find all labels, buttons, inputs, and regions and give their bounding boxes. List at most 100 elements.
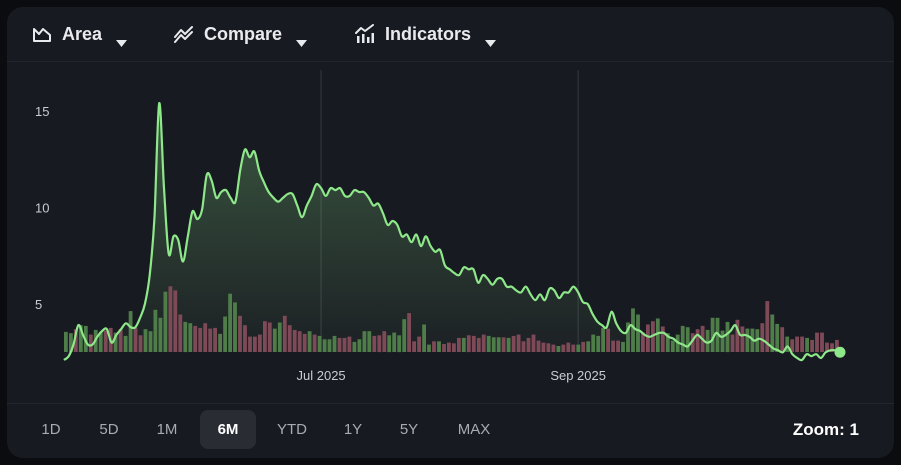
volume-bar [307, 331, 312, 352]
volume-bar [143, 329, 148, 352]
volume-bar [457, 337, 461, 352]
volume-bar [705, 329, 710, 352]
volume-bar [118, 329, 123, 352]
volume-bar [491, 337, 496, 352]
volume-bar [243, 325, 247, 352]
volume-bar [88, 334, 93, 352]
range-1y-button[interactable]: 1Y [343, 421, 363, 438]
volume-bar [73, 329, 78, 352]
volume-bar [566, 342, 571, 352]
volume-bar [193, 325, 198, 352]
volume-bar [287, 325, 292, 352]
volume-bar [198, 327, 203, 352]
volume-bar [765, 301, 770, 352]
volume-bar [123, 335, 128, 352]
volume-bar [233, 302, 237, 352]
volume-bar [372, 335, 377, 352]
chart-type-button[interactable]: Area [32, 20, 128, 48]
volume-bar [347, 336, 352, 352]
volume-bar [392, 332, 397, 352]
volume-bar [272, 328, 277, 352]
price-line [63, 102, 841, 362]
volume-bar [506, 337, 511, 352]
volume-bar [486, 335, 491, 352]
volume-bar [710, 317, 715, 352]
volume-bar [725, 321, 730, 353]
volume-bar [277, 322, 282, 352]
volume-bar [282, 315, 287, 352]
volume-bar [626, 322, 630, 352]
volume-bar [397, 335, 402, 353]
volume-bar [218, 333, 222, 352]
volume-bar [690, 333, 695, 352]
volume-bar [98, 331, 103, 352]
volume-bar [665, 333, 670, 352]
x-tick-label: Jul 2025 [297, 368, 346, 383]
volume-bar [481, 334, 486, 352]
compare-lines-icon [174, 24, 194, 44]
range-ytd-button[interactable]: YTD [277, 421, 307, 438]
volume-bar [113, 332, 118, 352]
y-tick-label: 15 [35, 104, 49, 119]
volume-bar [327, 339, 332, 352]
volume-bar [69, 333, 73, 352]
x-tick-label: Sep 2025 [550, 368, 606, 383]
volume-bar [606, 328, 610, 352]
volume-bar [352, 341, 357, 352]
volume-bar [526, 337, 531, 352]
volume-bar [820, 332, 824, 352]
volume-bar [382, 331, 387, 352]
range-5y-button[interactable]: 5Y [399, 421, 419, 438]
y-tick-label: 10 [35, 201, 49, 216]
volume-bar [253, 336, 257, 352]
volume-bar [556, 346, 561, 352]
range-1m-button[interactable]: 1M [156, 421, 178, 438]
range-1d-button[interactable]: 1D [41, 421, 61, 438]
volume-bar [168, 286, 173, 352]
area-chart-icon [32, 24, 52, 44]
volume-bar [621, 341, 625, 352]
volume-bar [516, 334, 521, 352]
volume-bar [715, 317, 720, 352]
volume-bar [601, 327, 605, 352]
last-price-marker[interactable] [834, 346, 846, 358]
volume-bar [586, 341, 591, 352]
volume-bar [835, 339, 839, 352]
volume-bar [730, 334, 735, 352]
volume-bar [133, 327, 138, 352]
volume-bar [805, 337, 809, 352]
volume-bar [800, 336, 804, 352]
volume-bar [521, 341, 526, 352]
volume-bar [810, 339, 814, 352]
price-chart[interactable]: 5 10 15 Jul 2025 Sep 2025 [7, 62, 894, 402]
volume-bar [78, 325, 83, 352]
volume-bar [387, 335, 392, 353]
volume-bar [402, 319, 407, 352]
volume-bar [581, 341, 586, 352]
volume-bar [178, 314, 183, 352]
volume-bar [238, 315, 242, 352]
volume-bar [496, 337, 501, 352]
volume-bar [158, 317, 163, 352]
chart-toolbar: Area Compare Indicators [7, 7, 894, 62]
volume-bar [213, 327, 217, 352]
volume-bar [815, 332, 819, 352]
compare-button[interactable]: Compare [174, 20, 308, 48]
volume-bar [685, 327, 690, 352]
range-6m-button[interactable]: 6M [200, 410, 256, 449]
volume-bar [312, 334, 317, 352]
volume-bar [332, 335, 337, 352]
volume-bar [377, 335, 382, 353]
volume-bar [740, 326, 745, 352]
volume-bar [631, 308, 635, 352]
volume-bar [183, 321, 188, 353]
volume-bar [790, 339, 795, 352]
indicators-button[interactable]: Indicators [355, 20, 497, 48]
volume-bar [412, 341, 416, 352]
volume-bar [561, 344, 566, 352]
volume-bar [188, 323, 193, 352]
range-max-button[interactable]: MAX [457, 421, 491, 438]
range-5d-button[interactable]: 5D [99, 421, 119, 438]
volume-bar [258, 334, 262, 352]
volume-bar [576, 344, 581, 352]
